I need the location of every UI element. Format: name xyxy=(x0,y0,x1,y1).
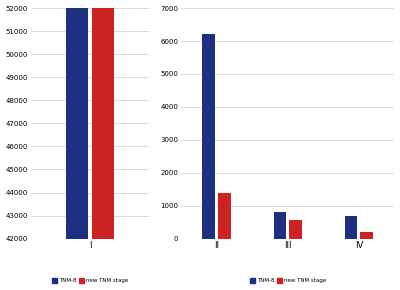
Bar xyxy=(360,232,373,239)
Bar xyxy=(202,35,215,239)
Bar xyxy=(274,212,286,239)
Legend: TNM-8, new TNM stage: TNM-8, new TNM stage xyxy=(50,276,130,286)
Bar xyxy=(289,220,302,239)
Bar xyxy=(92,0,114,239)
Bar xyxy=(66,0,88,239)
Bar xyxy=(345,215,358,239)
Bar xyxy=(218,193,231,239)
Legend: TNM-8, new TNM stage: TNM-8, new TNM stage xyxy=(247,276,328,286)
